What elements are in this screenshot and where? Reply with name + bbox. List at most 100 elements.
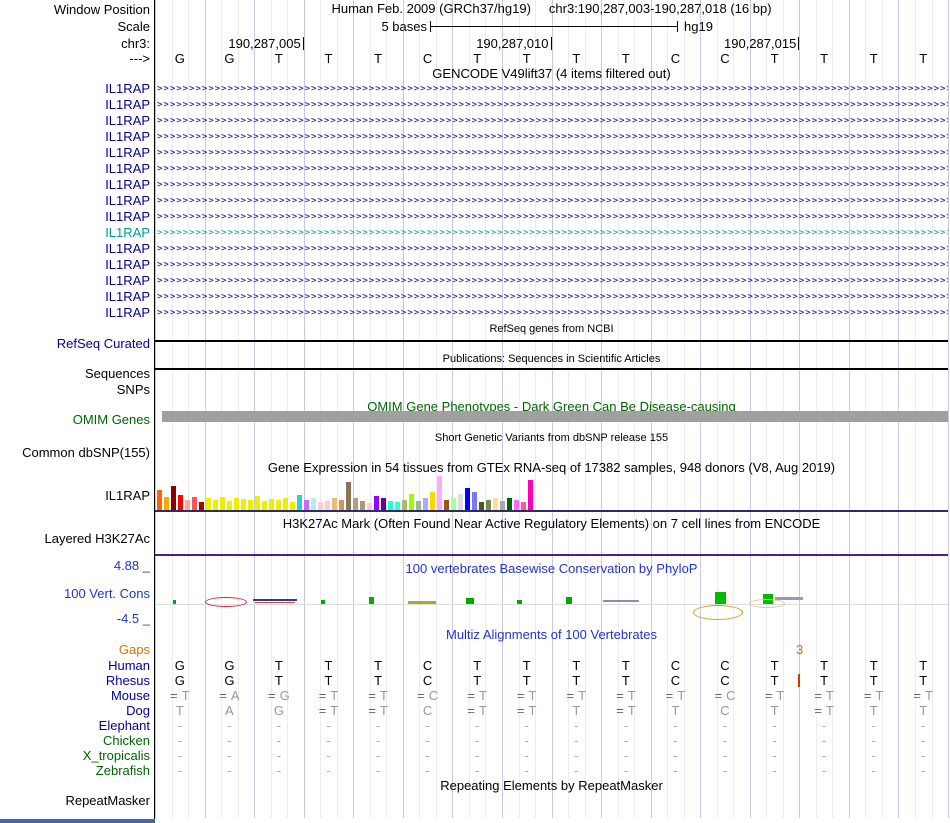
omim-genes-label[interactable]: OMIM Genes — [72, 412, 150, 427]
gencode-transcript-label[interactable]: IL1RAP — [105, 129, 150, 144]
gtex-tissue-bar[interactable] — [283, 498, 288, 510]
gtex-tissue-bar[interactable] — [500, 501, 505, 510]
gencode-track-title[interactable]: GENCODE V49lift37 (4 items filtered out) — [432, 66, 671, 81]
h3k27ac-track-title[interactable]: H3K27Ac Mark (Often Found Near Active Re… — [282, 516, 821, 531]
gtex-tissue-bar[interactable] — [311, 498, 316, 510]
gtex-tissue-bar[interactable] — [269, 499, 274, 510]
transcript-intron-arrows[interactable]: >>>>>>>>>>>>>>>>>>>>>>>>>>>>>>>>>>>>>>>>… — [157, 100, 948, 110]
gtex-tissue-bar[interactable] — [171, 486, 176, 510]
gtex-tissue-bar[interactable] — [346, 482, 351, 510]
publications-track-title[interactable]: Publications: Sequences in Scientific Ar… — [442, 353, 661, 365]
gtex-tissue-bar[interactable] — [241, 499, 246, 510]
gtex-tissue-bar[interactable] — [297, 495, 302, 510]
gtex-tissue-bar[interactable] — [206, 498, 211, 510]
refseq-curated-label[interactable]: RefSeq Curated — [56, 336, 150, 351]
transcript-intron-arrows[interactable]: >>>>>>>>>>>>>>>>>>>>>>>>>>>>>>>>>>>>>>>>… — [157, 212, 948, 222]
refseq-gene-line[interactable] — [155, 340, 948, 342]
gencode-transcript-label[interactable]: IL1RAP — [105, 193, 150, 208]
h3k27ac-signal-line[interactable] — [155, 554, 948, 556]
gtex-tissue-bar[interactable] — [493, 498, 498, 510]
transcript-intron-arrows[interactable]: >>>>>>>>>>>>>>>>>>>>>>>>>>>>>>>>>>>>>>>>… — [157, 132, 948, 142]
conservation-track-title[interactable]: 100 vertebrates Basewise Conservation by… — [405, 561, 698, 576]
h3k27ac-track-label[interactable]: Layered H3K27Ac — [44, 531, 150, 546]
repeatmasker-track-title[interactable]: Repeating Elements by RepeatMasker — [440, 778, 663, 793]
species-label-chicken[interactable]: Chicken — [103, 733, 150, 748]
gtex-tissue-bar[interactable] — [353, 498, 358, 510]
gtex-tissue-bar[interactable] — [157, 490, 162, 510]
gtex-tissue-bar[interactable] — [255, 496, 260, 510]
gtex-tissue-bar[interactable] — [185, 500, 190, 510]
gtex-tissue-bar[interactable] — [486, 500, 491, 510]
sequences-track-label[interactable]: Sequences — [84, 366, 150, 381]
gtex-tissue-bar[interactable] — [332, 498, 337, 510]
gtex-tissue-bar[interactable] — [234, 498, 239, 510]
transcript-intron-arrows[interactable]: >>>>>>>>>>>>>>>>>>>>>>>>>>>>>>>>>>>>>>>>… — [157, 180, 948, 190]
gtex-tissue-bar[interactable] — [290, 502, 295, 510]
gtex-tissue-bar[interactable] — [339, 500, 344, 510]
species-label-rhesus[interactable]: Rhesus — [105, 673, 150, 688]
gtex-tissue-bar[interactable] — [458, 494, 463, 510]
gencode-transcript-label[interactable]: IL1RAP — [105, 289, 150, 304]
gencode-transcript-label[interactable]: IL1RAP — [105, 113, 150, 128]
transcript-intron-arrows[interactable]: >>>>>>>>>>>>>>>>>>>>>>>>>>>>>>>>>>>>>>>>… — [157, 276, 948, 286]
dbsnp-track-title[interactable]: Short Genetic Variants from dbSNP releas… — [434, 432, 669, 444]
repeatmasker-track-label[interactable]: RepeatMasker — [65, 793, 150, 808]
gencode-transcript-label[interactable]: IL1RAP — [105, 81, 150, 96]
gtex-tissue-bar[interactable] — [409, 494, 414, 510]
gtex-tissue-bar[interactable] — [528, 480, 533, 510]
transcript-intron-arrows[interactable]: >>>>>>>>>>>>>>>>>>>>>>>>>>>>>>>>>>>>>>>>… — [157, 148, 948, 158]
gtex-tissue-bar[interactable] — [276, 500, 281, 510]
gtex-tissue-bar[interactable] — [374, 496, 379, 510]
gtex-tissue-bar[interactable] — [472, 492, 477, 510]
gencode-transcript-label[interactable]: IL1RAP — [105, 273, 150, 288]
gencode-transcript-label[interactable]: IL1RAP — [105, 161, 150, 176]
omim-track-title[interactable]: OMIM Gene Phenotypes - Dark Green Can Be… — [367, 399, 736, 414]
gtex-tissue-bar[interactable] — [192, 497, 197, 510]
species-label-x_tropicalis[interactable]: X_tropicalis — [82, 748, 150, 763]
gtex-tissue-bar[interactable] — [507, 498, 512, 510]
gtex-tissue-bar[interactable] — [388, 501, 393, 510]
species-label-mouse[interactable]: Mouse — [110, 688, 150, 703]
cons-track-label[interactable]: 100 Vert. Cons — [64, 586, 150, 601]
gtex-tissue-bar[interactable] — [437, 476, 442, 510]
gencode-transcript-label[interactable]: IL1RAP — [105, 241, 150, 256]
gtex-tissue-bar[interactable] — [178, 495, 183, 510]
omim-gene-bar[interactable] — [162, 411, 948, 422]
gtex-tissue-bar[interactable] — [360, 501, 365, 510]
gencode-transcript-label[interactable]: IL1RAP — [105, 177, 150, 192]
transcript-intron-arrows[interactable]: >>>>>>>>>>>>>>>>>>>>>>>>>>>>>>>>>>>>>>>>… — [157, 164, 948, 174]
gtex-tissue-bar[interactable] — [304, 500, 309, 510]
multiz-track-title[interactable]: Multiz Alignments of 100 Vertebrates — [445, 627, 657, 642]
gencode-transcript-label[interactable]: IL1RAP — [105, 225, 150, 240]
gtex-tissue-bar[interactable] — [465, 488, 470, 510]
gtex-tissue-bar[interactable] — [381, 498, 386, 510]
gtex-tissue-bar[interactable] — [248, 500, 253, 510]
transcript-intron-arrows[interactable]: >>>>>>>>>>>>>>>>>>>>>>>>>>>>>>>>>>>>>>>>… — [157, 260, 948, 270]
gtex-tissue-bar[interactable] — [220, 497, 225, 510]
species-label-human[interactable]: Human — [108, 658, 150, 673]
transcript-intron-arrows[interactable]: >>>>>>>>>>>>>>>>>>>>>>>>>>>>>>>>>>>>>>>>… — [157, 244, 948, 254]
gencode-transcript-label[interactable]: IL1RAP — [105, 305, 150, 320]
transcript-intron-arrows[interactable]: >>>>>>>>>>>>>>>>>>>>>>>>>>>>>>>>>>>>>>>>… — [157, 292, 948, 302]
gencode-transcript-label[interactable]: IL1RAP — [105, 97, 150, 112]
transcript-intron-arrows[interactable]: >>>>>>>>>>>>>>>>>>>>>>>>>>>>>>>>>>>>>>>>… — [157, 116, 948, 126]
gtex-tissue-bar[interactable] — [416, 501, 421, 510]
species-label-dog[interactable]: Dog — [126, 703, 150, 718]
gtex-tissue-bar[interactable] — [430, 492, 435, 510]
snps-track-label[interactable]: SNPs — [116, 382, 150, 397]
species-label-zebrafish[interactable]: Zebrafish — [95, 763, 150, 778]
gtex-tissue-bar[interactable] — [164, 497, 169, 510]
species-label-elephant[interactable]: Elephant — [98, 718, 150, 733]
transcript-intron-arrows[interactable]: >>>>>>>>>>>>>>>>>>>>>>>>>>>>>>>>>>>>>>>>… — [157, 84, 948, 94]
transcript-intron-arrows[interactable]: >>>>>>>>>>>>>>>>>>>>>>>>>>>>>>>>>>>>>>>>… — [157, 196, 948, 206]
gtex-tissue-bar[interactable] — [479, 502, 484, 510]
gtex-tissue-bar[interactable] — [367, 503, 372, 510]
gtex-tissue-bar[interactable] — [423, 498, 428, 510]
gencode-transcript-label[interactable]: IL1RAP — [105, 257, 150, 272]
gtex-track-title[interactable]: Gene Expression in 54 tissues from GTEx … — [267, 460, 836, 475]
gtex-tissue-bar[interactable] — [199, 502, 204, 510]
dbsnp-track-label[interactable]: Common dbSNP(155) — [22, 445, 150, 460]
gtex-tissue-bar[interactable] — [514, 500, 519, 510]
transcript-intron-arrows[interactable]: >>>>>>>>>>>>>>>>>>>>>>>>>>>>>>>>>>>>>>>>… — [157, 308, 948, 318]
gencode-transcript-label[interactable]: IL1RAP — [105, 145, 150, 160]
